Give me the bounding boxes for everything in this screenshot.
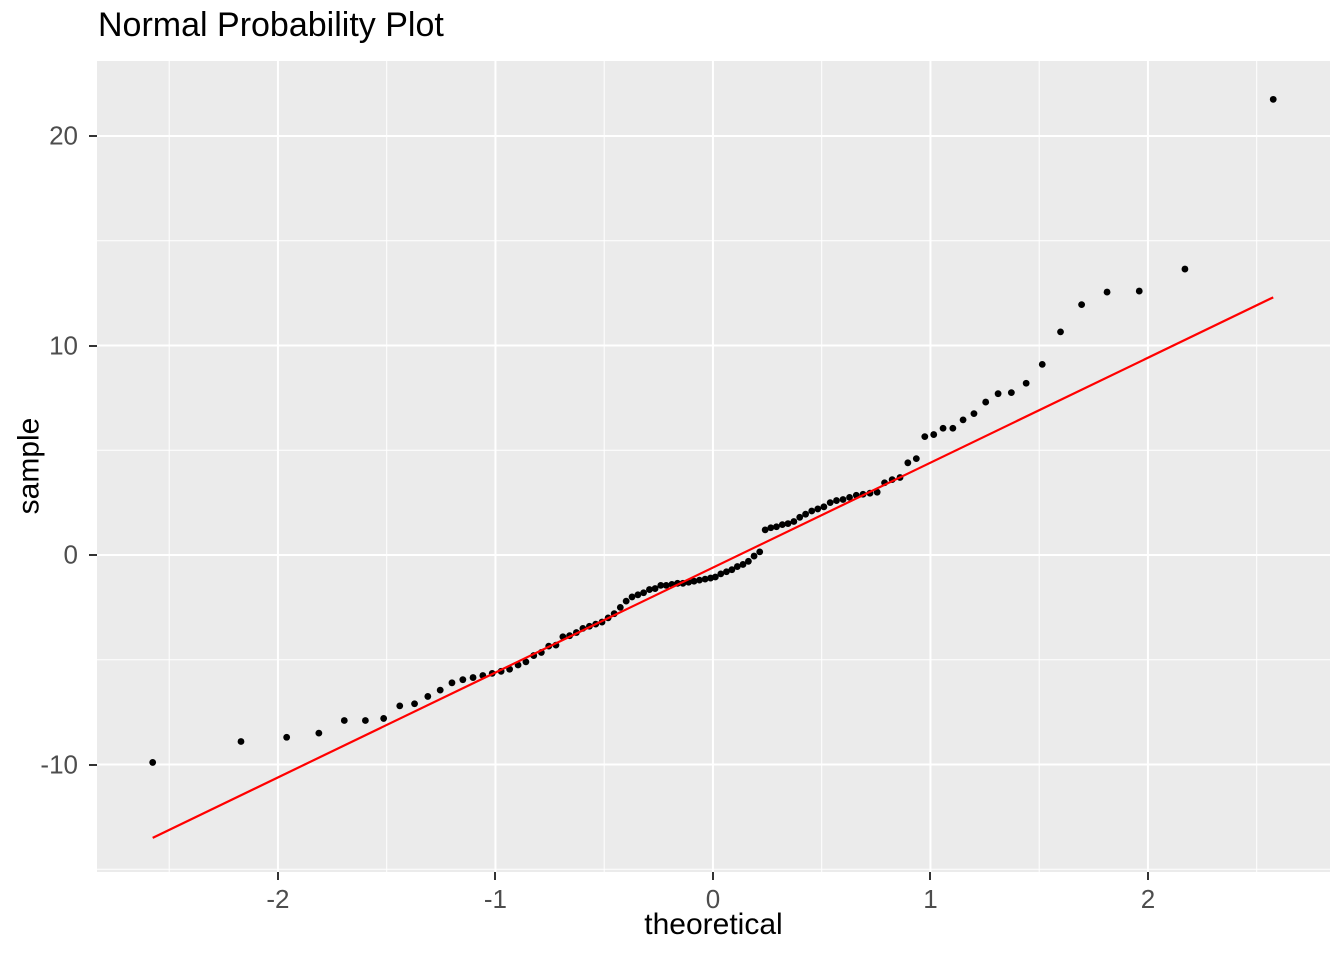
data-point xyxy=(814,505,822,513)
x-tick-label: 2 xyxy=(1140,884,1156,914)
data-point xyxy=(657,581,665,589)
data-point xyxy=(634,591,642,599)
x-tick-label: -1 xyxy=(483,884,508,914)
data-point xyxy=(436,686,444,694)
x-tick-mark xyxy=(494,872,497,880)
data-point xyxy=(820,503,828,511)
data-point xyxy=(646,586,653,593)
data-point xyxy=(802,510,810,518)
data-point xyxy=(361,717,369,724)
data-point xyxy=(904,459,912,467)
data-point xyxy=(846,494,853,501)
data-point xyxy=(1269,95,1277,103)
x-axis-title: theoretical xyxy=(644,908,783,941)
data-point xyxy=(380,715,388,722)
data-point xyxy=(873,488,881,496)
data-point xyxy=(745,557,752,565)
data-point xyxy=(1057,328,1064,336)
data-point xyxy=(149,759,157,766)
data-point xyxy=(949,424,957,432)
x-tick-label: 1 xyxy=(923,884,938,914)
data-point xyxy=(469,674,477,681)
data-point xyxy=(808,507,816,515)
y-tick-label: 20 xyxy=(49,120,78,151)
data-point xyxy=(728,566,736,574)
data-point xyxy=(773,523,780,531)
data-point xyxy=(651,585,659,592)
data-point xyxy=(739,561,747,568)
data-point xyxy=(839,496,847,503)
data-point xyxy=(396,702,404,710)
data-point xyxy=(711,573,719,581)
data-point xyxy=(784,520,792,527)
data-point xyxy=(796,513,804,521)
data-point xyxy=(930,431,938,438)
data-point xyxy=(767,524,775,532)
data-point xyxy=(970,410,978,417)
y-tick-label: 0 xyxy=(63,539,78,570)
data-point xyxy=(640,589,647,597)
data-point xyxy=(790,518,798,525)
data-point xyxy=(662,581,670,589)
data-point xyxy=(761,526,769,534)
y-axis-title: sample xyxy=(12,417,45,515)
data-point xyxy=(696,576,703,584)
data-point xyxy=(616,603,624,611)
data-point xyxy=(448,679,456,687)
y-tick-mark xyxy=(89,554,97,557)
data-point xyxy=(939,424,947,432)
data-point xyxy=(826,499,834,507)
data-point xyxy=(723,568,730,576)
data-point xyxy=(628,593,636,601)
x-tick-mark xyxy=(276,872,279,880)
data-point xyxy=(959,416,967,424)
data-point xyxy=(459,676,467,684)
data-point xyxy=(1181,265,1189,273)
plot-title: Normal Probability Plot xyxy=(98,6,444,44)
data-point xyxy=(340,717,348,724)
data-point xyxy=(756,548,764,556)
y-tick-label: -10 xyxy=(40,749,78,780)
data-point xyxy=(315,729,323,737)
data-point xyxy=(994,390,1002,398)
data-point xyxy=(237,738,245,745)
data-point xyxy=(912,455,920,463)
data-point xyxy=(921,433,929,441)
x-tick-label: 0 xyxy=(705,884,721,914)
plot-canvas xyxy=(97,61,1330,872)
data-point xyxy=(833,497,840,504)
data-point xyxy=(982,398,990,406)
y-tick-mark xyxy=(89,135,97,137)
data-point xyxy=(733,563,741,570)
data-point xyxy=(283,733,291,741)
data-point xyxy=(424,693,432,700)
data-point xyxy=(622,597,630,605)
data-point xyxy=(750,552,758,560)
data-point xyxy=(1007,389,1015,397)
major-gridlines xyxy=(97,61,1330,872)
x-tick-mark xyxy=(711,872,714,880)
data-point xyxy=(1022,379,1030,387)
data-point xyxy=(701,575,709,583)
x-tick-mark xyxy=(929,872,932,880)
data-point xyxy=(690,577,698,585)
data-point xyxy=(1135,287,1143,295)
data-point xyxy=(1038,360,1046,368)
x-tick-label: -2 xyxy=(266,884,290,914)
y-tick-label: 10 xyxy=(49,330,78,360)
x-tick-mark xyxy=(1146,872,1149,880)
data-point xyxy=(778,521,786,529)
data-point xyxy=(522,658,530,666)
data-point xyxy=(411,700,418,708)
data-point xyxy=(1103,288,1111,296)
qq-points-layer xyxy=(149,95,1277,766)
qq-reference-line xyxy=(152,296,1274,839)
plot-panel xyxy=(97,61,1330,872)
y-tick-mark xyxy=(89,763,97,766)
data-point xyxy=(1078,301,1086,309)
data-point xyxy=(717,570,725,578)
y-tick-mark xyxy=(89,344,97,347)
